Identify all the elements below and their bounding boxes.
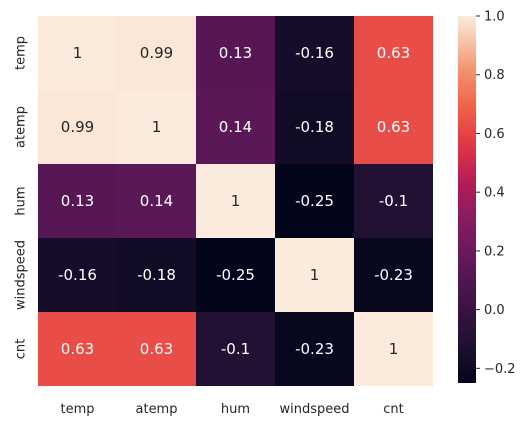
x-tick-label: temp — [60, 402, 94, 417]
cell-value-label: -0.18 — [137, 266, 176, 284]
cell-value-label: 1 — [231, 192, 241, 210]
y-tick-label: atemp — [14, 106, 29, 148]
x-tick-label: cnt — [383, 402, 403, 417]
cell-value-label: 0.14 — [140, 192, 173, 210]
colorbar-tick-label: −0.2 — [484, 362, 516, 377]
cell-value-label: 0.63 — [61, 340, 94, 358]
y-tick-label: cnt — [14, 339, 29, 359]
cell-value-label: 0.63 — [377, 44, 410, 62]
cell-value-label: -0.16 — [58, 266, 97, 284]
colorbar-tick-label: 0.6 — [484, 127, 505, 142]
cell-value-label: -0.18 — [295, 118, 334, 136]
cell-value-label: -0.25 — [295, 192, 334, 210]
cell-value-label: 1 — [310, 266, 320, 284]
cell-value-label: -0.23 — [374, 266, 413, 284]
colorbar-tick-label: 0.8 — [484, 68, 505, 83]
cell-value-label: 0.99 — [61, 118, 94, 136]
colorbar-tick-label: 0.0 — [484, 303, 505, 318]
cell-value-label: 1 — [389, 340, 399, 358]
x-tick-label: hum — [221, 402, 250, 417]
y-tick-label: temp — [14, 36, 29, 70]
cell-value-label: 0.63 — [140, 340, 173, 358]
y-axis-ticks: temp atemp hum windspeed cnt — [14, 36, 29, 359]
colorbar-gradient — [458, 16, 476, 383]
cell-value-label: -0.16 — [295, 44, 334, 62]
cell-value-label: 0.63 — [377, 118, 410, 136]
cell-value-label: 0.13 — [61, 192, 94, 210]
colorbar-tick-label: 0.2 — [484, 244, 505, 259]
cell-value-label: 1 — [73, 44, 83, 62]
cell-value-label: 0.13 — [219, 44, 252, 62]
cell-value-label: 0.14 — [219, 118, 252, 136]
colorbar: −0.2 0.0 0.2 0.4 0.6 0.8 1.0 — [458, 10, 516, 384]
cell-value-label: 1 — [152, 118, 162, 136]
cell-value-label: -0.1 — [221, 340, 250, 358]
cell-value-label: -0.25 — [216, 266, 255, 284]
colorbar-tick-label: 1.0 — [484, 10, 505, 25]
x-tick-label: windspeed — [279, 402, 349, 417]
cell-value-label: 0.99 — [140, 44, 173, 62]
heatmap-cells: 1 0.99 0.13 -0.16 0.63 0.99 1 0.14 -0.18 0.63 0.13… — [38, 16, 433, 386]
cell-value-label: -0.1 — [379, 192, 408, 210]
y-tick-label: hum — [14, 186, 29, 215]
x-axis-ticks: temp atemp hum windspeed cnt — [60, 402, 403, 417]
colorbar-tick-label: 0.4 — [484, 186, 505, 201]
y-tick-label: windspeed — [14, 240, 29, 310]
x-tick-label: atemp — [136, 402, 178, 417]
cell-value-label: -0.23 — [295, 340, 334, 358]
